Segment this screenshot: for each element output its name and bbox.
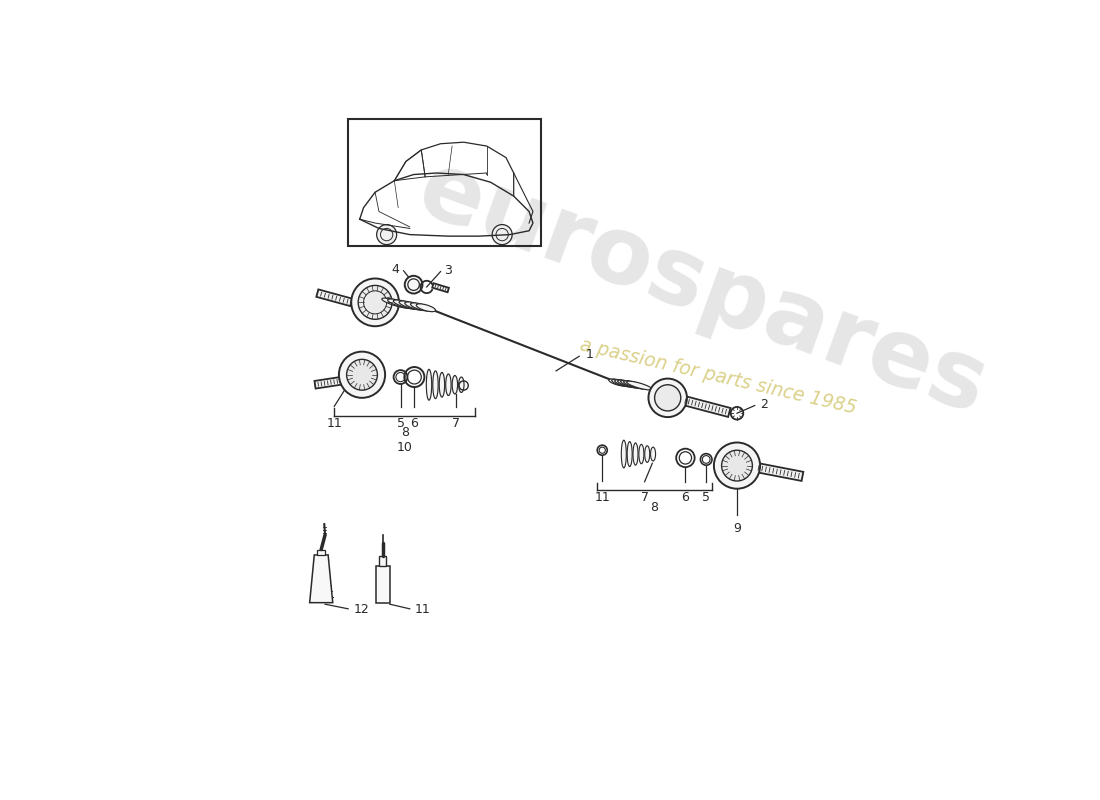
Ellipse shape [621,440,626,468]
Ellipse shape [627,381,652,390]
Circle shape [351,278,399,326]
Polygon shape [684,397,730,417]
Ellipse shape [452,375,458,394]
Ellipse shape [612,379,630,386]
Ellipse shape [639,444,643,464]
Text: 10: 10 [397,442,412,454]
Ellipse shape [615,380,635,387]
Ellipse shape [459,377,464,393]
Circle shape [339,352,385,398]
Bar [318,550,326,555]
Polygon shape [315,377,341,389]
Circle shape [346,359,377,390]
Ellipse shape [410,303,431,311]
Text: 11: 11 [327,417,342,430]
Polygon shape [432,283,449,292]
Circle shape [714,442,760,489]
Ellipse shape [387,299,416,309]
Text: 6: 6 [682,491,690,505]
Text: 7: 7 [640,491,649,505]
Ellipse shape [632,443,638,465]
Ellipse shape [439,373,444,397]
Circle shape [648,378,686,417]
Circle shape [405,276,422,294]
Polygon shape [317,290,352,306]
Ellipse shape [624,381,648,390]
Ellipse shape [620,381,644,389]
Text: 8: 8 [400,426,409,439]
Ellipse shape [405,302,428,310]
Text: eurospares: eurospares [406,143,999,434]
Text: 3: 3 [444,263,452,277]
Text: 6: 6 [410,417,418,430]
Text: 5: 5 [702,491,711,505]
Polygon shape [310,555,332,602]
Text: 12: 12 [353,603,370,616]
Text: 11: 11 [415,603,431,616]
Ellipse shape [627,442,632,466]
Text: 5: 5 [396,417,405,430]
Circle shape [492,225,513,245]
Text: 1: 1 [585,348,593,362]
Bar [376,566,389,602]
Circle shape [654,385,681,411]
Ellipse shape [394,300,419,310]
Ellipse shape [446,374,451,395]
Ellipse shape [416,304,436,312]
Text: 8: 8 [650,501,658,514]
Ellipse shape [608,379,627,386]
Bar [379,557,386,566]
Circle shape [722,450,752,481]
Text: 7: 7 [452,417,460,430]
Polygon shape [758,463,803,481]
Text: a passion for parts since 1985: a passion for parts since 1985 [578,336,858,418]
Text: 2: 2 [760,398,768,410]
Ellipse shape [382,298,411,308]
Circle shape [376,225,397,245]
Text: 4: 4 [392,262,399,276]
Circle shape [359,286,392,319]
Ellipse shape [650,447,656,461]
Text: 9: 9 [733,522,741,535]
Ellipse shape [432,371,438,398]
Ellipse shape [399,301,424,310]
Ellipse shape [618,380,639,388]
Bar [348,119,541,246]
Ellipse shape [645,446,650,462]
Ellipse shape [427,370,431,400]
Text: 11: 11 [594,491,610,505]
